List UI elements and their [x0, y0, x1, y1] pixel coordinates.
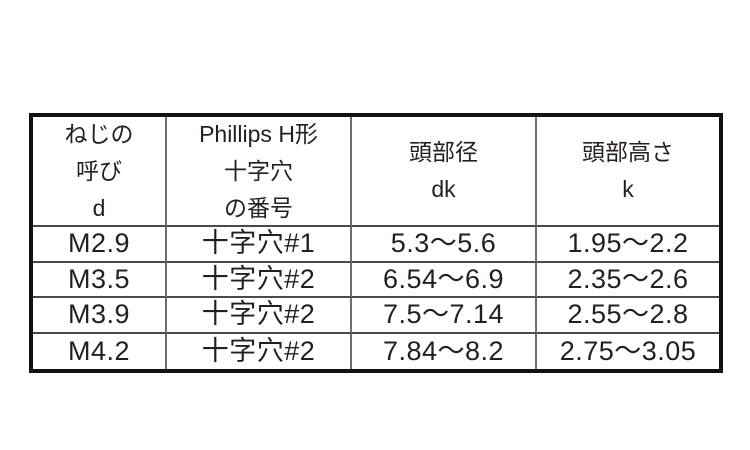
column-header-phillips-recess-number: Phillips H形 十字穴 の番号: [167, 117, 352, 227]
table-cell-recess: 十字穴#2: [167, 333, 352, 369]
table-cell-head-height: 2.55～2.8: [537, 298, 719, 334]
table-cell-head-diameter: 7.5～7.14: [352, 298, 537, 334]
header-line: Phillips H形: [199, 120, 318, 147]
table-cell-head-diameter: 6.54～6.9: [352, 262, 537, 298]
table-cell-recess: 十字穴#1: [167, 227, 352, 263]
header-line: 十字穴: [224, 157, 293, 184]
header-line: dk: [431, 176, 456, 202]
table-cell-head-diameter: 5.3～5.6: [352, 227, 537, 263]
table-cell-head-height: 2.35～2.6: [537, 263, 719, 298]
header-line: d: [92, 194, 106, 221]
table-cell-head-height: 1.95～2.2: [537, 227, 719, 263]
header-line: k: [622, 176, 634, 202]
table-cell-head-height: 2.75～3.05: [559, 335, 697, 366]
screw-spec-table: ねじの 呼び d Phillips H形 十字穴 の番号 頭部径 dk 頭部高さ…: [29, 113, 723, 373]
column-header-head-diameter: 頭部径 dk: [352, 117, 537, 227]
table-cell-size: M4.2: [33, 333, 167, 369]
column-header-nominal-diameter: ねじの 呼び d: [33, 117, 167, 227]
column-header-head-height: 頭部高さ k: [537, 117, 719, 227]
table-cell-size: M2.9: [33, 227, 167, 263]
table-cell-recess: 十字穴#2: [167, 262, 352, 298]
header-line: ねじの: [64, 120, 134, 147]
header-line: の番号: [224, 194, 293, 221]
header-line: 呼び: [76, 157, 122, 184]
table-cell-recess: 十字穴#2: [167, 298, 352, 334]
table-cell-size: M3.9: [33, 298, 167, 334]
header-line: 頭部径: [409, 139, 478, 165]
table-cell-size: M3.5: [33, 262, 167, 298]
header-line: 頭部高さ: [582, 139, 674, 165]
table-cell-head-diameter: 7.84～8.2: [352, 333, 537, 369]
